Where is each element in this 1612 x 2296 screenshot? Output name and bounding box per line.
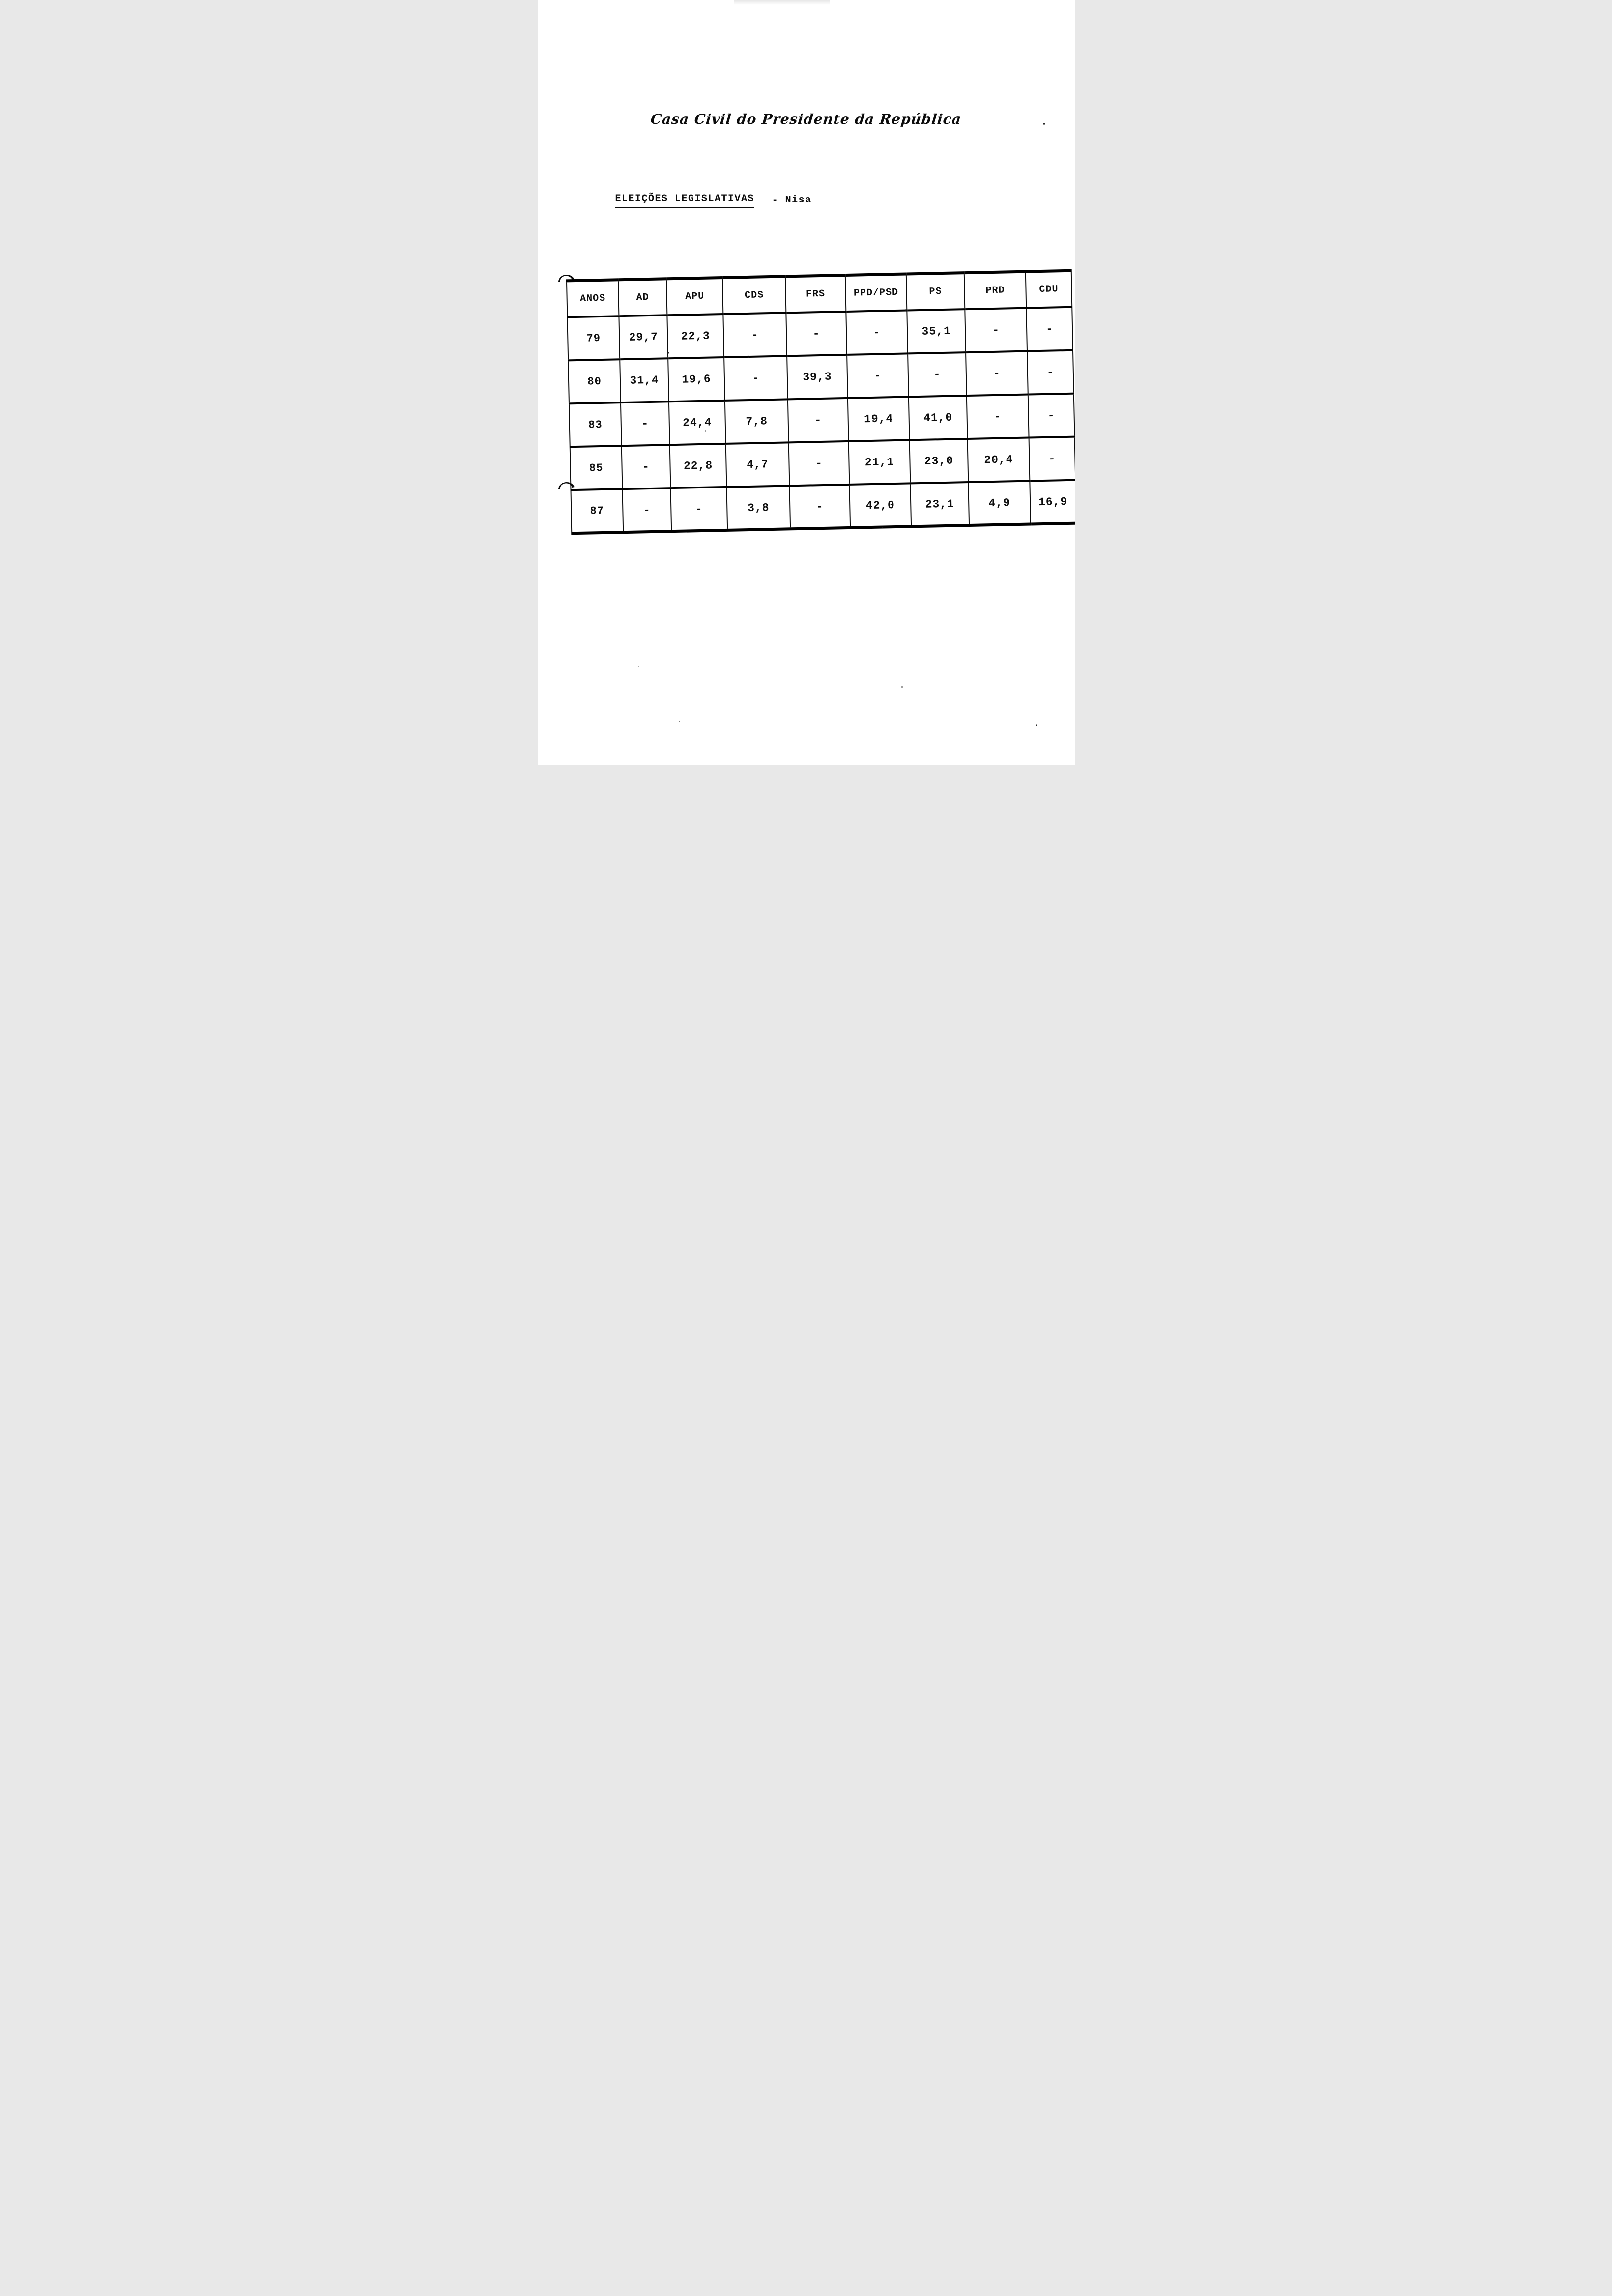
column-header-ad: AD	[618, 279, 667, 316]
binder-ring-mark-top	[558, 274, 575, 282]
column-header-apu: APU	[666, 277, 723, 316]
value-cell: -	[622, 488, 671, 533]
value-cell: 19,4	[847, 397, 910, 441]
column-header-cds: CDS	[722, 276, 786, 314]
value-cell: -	[846, 353, 909, 398]
scan-speck	[881, 527, 883, 528]
value-cell: -	[1027, 350, 1074, 395]
scanned-document-page: Casa Civil do Presidente da República EL…	[537, 0, 1075, 765]
value-cell: 4,9	[968, 481, 1031, 526]
value-cell: -	[1029, 436, 1075, 481]
value-cell: 21,1	[848, 440, 910, 485]
value-cell: -	[785, 311, 847, 356]
column-header-prd: PRD	[964, 271, 1026, 310]
value-cell: -	[1028, 393, 1075, 438]
value-cell: -	[965, 351, 1028, 396]
value-cell: -	[789, 484, 850, 529]
document-title-suffix: - Nisa	[772, 195, 812, 206]
election-results-table: ANOS AD APU CDS FRS PPD/PSD PS PRD CDU 7…	[566, 269, 1075, 535]
results-table-wrap: ANOS AD APU CDS FRS PPD/PSD PS PRD CDU 7…	[566, 269, 1075, 535]
year-cell: 83	[569, 402, 622, 447]
value-cell: 24,4	[668, 400, 726, 445]
scan-speck	[679, 721, 680, 722]
value-cell: 4,7	[725, 442, 789, 487]
value-cell: -	[787, 398, 849, 443]
value-cell: -	[1026, 307, 1073, 351]
value-cell: -	[966, 394, 1029, 439]
scan-speck	[666, 352, 669, 354]
value-cell: -	[964, 308, 1027, 353]
value-cell: 22,8	[669, 443, 726, 488]
value-cell: -	[788, 441, 849, 486]
value-cell: 3,8	[726, 486, 790, 530]
scan-artifact-smudge	[734, 0, 830, 5]
value-cell: -	[907, 352, 967, 397]
column-header-ppd-psd: PPD/PSD	[845, 274, 907, 312]
scan-speck	[1035, 724, 1037, 726]
document-title: ELEIÇÕES LEGISLATIVAS	[615, 193, 755, 208]
document-title-line: ELEIÇÕES LEGISLATIVAS - Nisa	[615, 193, 812, 208]
value-cell: 42,0	[849, 483, 911, 528]
value-cell: 19,6	[667, 357, 725, 402]
value-cell: 23,1	[910, 482, 969, 527]
scan-speck	[905, 309, 907, 311]
value-cell: 7,8	[724, 399, 789, 444]
year-cell: 87	[570, 489, 623, 534]
scan-speck	[704, 430, 706, 432]
scan-speck	[1043, 123, 1045, 125]
year-cell: 80	[568, 359, 621, 404]
value-cell: -	[670, 487, 727, 532]
value-cell: -	[722, 313, 787, 357]
year-cell: 79	[567, 316, 620, 361]
scan-speck	[638, 666, 639, 667]
value-cell: 29,7	[618, 315, 668, 360]
value-cell: 35,1	[906, 309, 966, 354]
value-cell: -	[620, 402, 670, 446]
year-cell: 85	[570, 446, 622, 490]
column-header-ps: PS	[906, 273, 965, 311]
value-cell: 41,0	[908, 396, 968, 440]
letterhead: Casa Civil do Presidente da República	[650, 111, 962, 127]
value-cell: 16,9	[1029, 480, 1075, 524]
value-cell: 31,4	[619, 358, 669, 403]
value-cell: 39,3	[786, 354, 848, 400]
column-header-cdu: CDU	[1025, 270, 1072, 308]
scan-speck	[901, 686, 903, 688]
value-cell: -	[621, 445, 670, 489]
value-cell: -	[723, 356, 788, 401]
column-header-anos: ANOS	[566, 280, 619, 317]
value-cell: 22,3	[666, 314, 724, 359]
value-cell: -	[845, 310, 908, 355]
value-cell: 23,0	[909, 439, 968, 484]
column-header-frs: FRS	[785, 275, 846, 313]
binder-ring-mark-bottom	[558, 482, 575, 489]
value-cell: 20,4	[967, 437, 1030, 483]
